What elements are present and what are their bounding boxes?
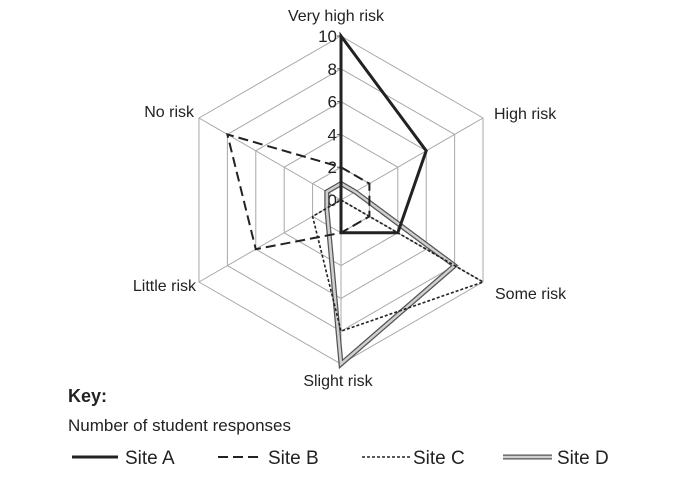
tick-label: 2 bbox=[328, 158, 337, 177]
tick-label: 8 bbox=[328, 60, 337, 79]
series-site-a bbox=[341, 36, 426, 233]
axis-label: Very high risk bbox=[288, 8, 385, 25]
tick-label: 4 bbox=[328, 125, 337, 144]
series-site-d bbox=[327, 184, 455, 364]
legend-label: Site B bbox=[268, 448, 319, 469]
legend-label: Site D bbox=[557, 448, 609, 469]
tick-label: 10 bbox=[318, 27, 337, 46]
axis-label: High risk bbox=[494, 106, 557, 123]
series-lines bbox=[227, 36, 483, 364]
axis-label: Some risk bbox=[495, 286, 567, 303]
tick-label: 6 bbox=[328, 93, 337, 112]
legend-label: Site C bbox=[413, 448, 465, 469]
grid-spoke bbox=[199, 118, 341, 200]
axis-labels: Very high risk High risk Some risk Slight r… bbox=[133, 8, 567, 390]
key-subtitle: Number of student responses bbox=[68, 416, 291, 435]
key-title: Key: bbox=[68, 386, 107, 406]
legend-label: Site A bbox=[125, 448, 175, 469]
axis-label: Slight risk bbox=[303, 373, 373, 390]
axis-label: No risk bbox=[144, 104, 195, 121]
series-site-d bbox=[327, 184, 455, 364]
axis-label: Little risk bbox=[133, 278, 197, 295]
legend: Site A Site B Site C Site D bbox=[72, 448, 609, 469]
